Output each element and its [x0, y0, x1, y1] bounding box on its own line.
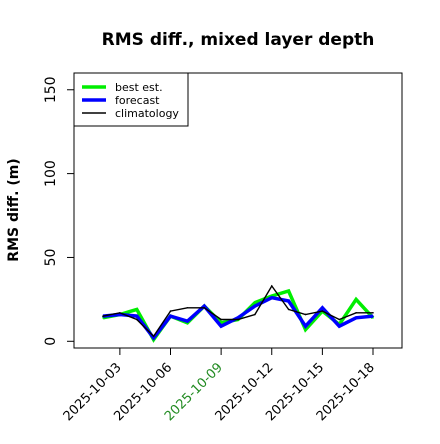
data-point-forecast — [338, 325, 341, 328]
data-point-forecast — [220, 325, 222, 328]
data-point-climatology — [203, 306, 206, 309]
data-point-forecast — [169, 315, 172, 317]
chart-title: RMS diff., mixed layer depth — [102, 30, 375, 50]
data-point-best-est — [287, 290, 290, 292]
data-point-forecast — [355, 317, 357, 319]
series-line-climatology — [102, 284, 373, 338]
data-point-forecast — [119, 313, 121, 316]
data-point-climatology — [304, 313, 307, 316]
data-point-climatology — [372, 311, 374, 314]
plot-frame — [73, 72, 403, 349]
data-point-climatology — [220, 318, 222, 321]
data-point-best-est — [135, 308, 138, 311]
data-point-forecast — [372, 315, 374, 317]
data-point-forecast — [254, 305, 256, 307]
data-point-climatology — [152, 335, 155, 338]
data-point-forecast — [135, 315, 138, 317]
data-point-climatology — [237, 318, 239, 321]
data-point-climatology — [119, 311, 121, 314]
data-point-climatology — [321, 310, 324, 312]
legend-label: best est. — [115, 81, 163, 94]
data-point-forecast — [237, 317, 239, 319]
data-point-climatology — [186, 306, 189, 309]
y-tick-label: 150 — [43, 76, 59, 103]
data-point-climatology — [287, 308, 290, 311]
series-line-best-est — [102, 288, 375, 343]
data-point-forecast — [287, 300, 290, 302]
data-point-forecast — [186, 320, 189, 322]
data-point-climatology — [270, 285, 273, 287]
y-tick-label: 0 — [43, 337, 59, 346]
data-point-forecast — [304, 325, 307, 328]
legend-label: forecast — [115, 94, 160, 107]
data-point-climatology — [169, 310, 172, 312]
data-point-best-est — [355, 298, 357, 301]
data-point-best-est — [254, 301, 256, 304]
data-point-climatology — [102, 315, 104, 317]
data-point-forecast — [270, 296, 273, 299]
y-tick-label: 50 — [43, 249, 59, 267]
data-point-climatology — [135, 318, 138, 321]
data-point-climatology — [254, 313, 256, 316]
y-tick-label: 100 — [43, 160, 59, 187]
data-point-forecast — [321, 306, 324, 309]
data-point-forecast — [203, 305, 206, 307]
data-point-climatology — [338, 318, 341, 321]
legend-label: climatology — [115, 107, 179, 120]
y-axis-label: RMS diff. (m) — [6, 158, 22, 261]
data-point-best-est — [304, 328, 307, 331]
data-point-forecast — [152, 337, 155, 339]
data-point-climatology — [355, 311, 357, 314]
